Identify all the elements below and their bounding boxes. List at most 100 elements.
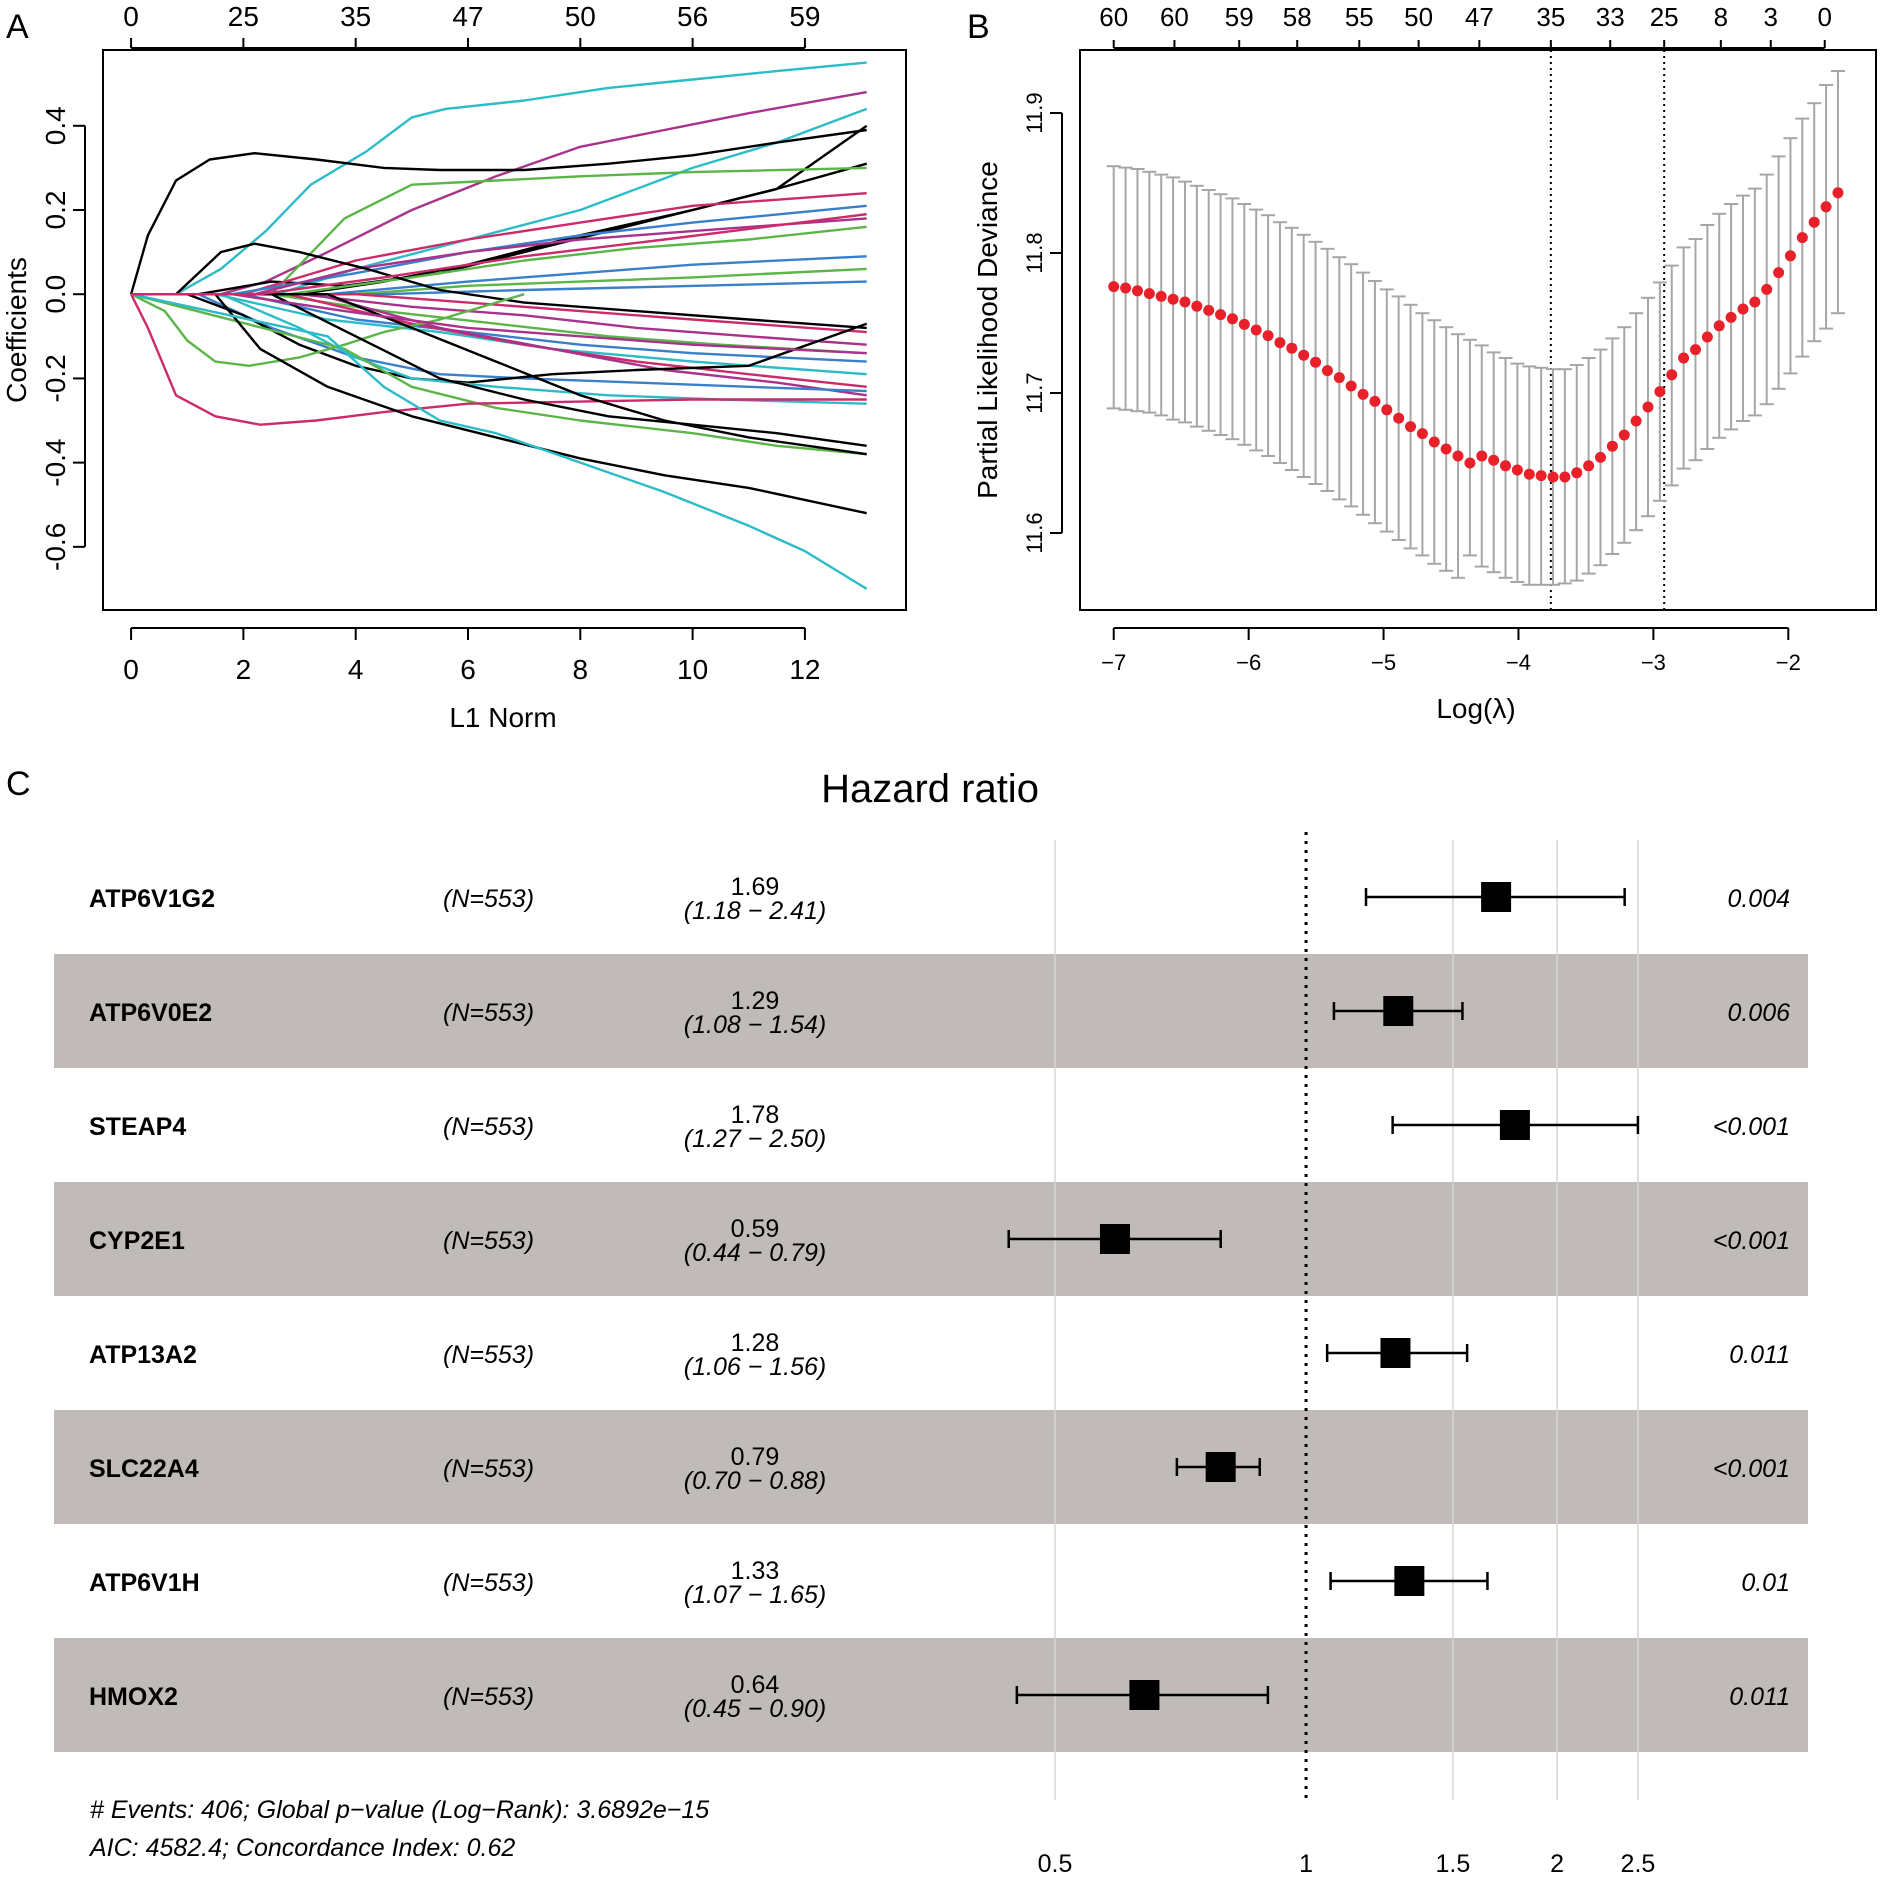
top-tick-label: 8 <box>1714 2 1728 32</box>
deviance-point-8 <box>1191 300 1203 312</box>
panel-c-rows: ATP6V1G2 (N=553) 1.69(1.18 − 2.41) 0.004ATP… <box>89 873 1790 1723</box>
deviance-point-57 <box>1773 267 1785 279</box>
panel-b-ylabel: Partial Likelihood Deviance <box>972 161 1003 499</box>
deviance-point-60 <box>1808 216 1820 228</box>
hr-value-label: 1.69 <box>731 873 780 901</box>
x-tick-label: −6 <box>1236 650 1261 675</box>
ci-label: (1.07 − 1.65) <box>684 1581 826 1609</box>
y-tick-label: -0.2 <box>40 354 71 402</box>
ci-label: (1.06 − 1.56) <box>684 1353 826 1381</box>
deviance-point-5 <box>1155 290 1167 302</box>
coef-path-25 <box>131 293 867 405</box>
gene-label: STEAP4 <box>89 1113 186 1141</box>
x-tick-label: −2 <box>1776 650 1801 675</box>
hr-marker <box>1205 1452 1236 1482</box>
deviance-point-22 <box>1357 388 1369 400</box>
deviance-point-51 <box>1701 331 1713 343</box>
row-stripe <box>54 1410 1808 1524</box>
x-tick-label: 8 <box>573 654 589 685</box>
x-tick-label: 1 <box>1299 1850 1313 1877</box>
y-tick-label: -0.6 <box>40 523 71 571</box>
hr-value-label: 0.79 <box>731 1443 780 1471</box>
hr-value-label: 1.33 <box>731 1557 780 1585</box>
deviance-point-62 <box>1832 187 1844 199</box>
deviance-point-21 <box>1345 380 1357 392</box>
n-label: (N=553) <box>443 1113 534 1141</box>
deviance-point-47 <box>1654 386 1666 398</box>
deviance-point-35 <box>1511 464 1523 476</box>
coef-path-28 <box>130 293 867 426</box>
deviance-point-25 <box>1393 412 1405 424</box>
coef-path-1 <box>131 61 867 296</box>
panel-b-cv-deviance: −7 −6 −5 −4 −3 −2 11.6 11.7 11.8 11.9 60 60 59 58 55… <box>972 2 1877 724</box>
gene-label: CYP2E1 <box>89 1227 185 1255</box>
deviance-point-38 <box>1547 471 1559 483</box>
n-label: (N=553) <box>443 885 534 913</box>
ci-label: (1.18 − 2.41) <box>684 897 826 925</box>
deviance-point-18 <box>1310 356 1322 368</box>
hr-marker <box>1129 1680 1160 1710</box>
gene-label: ATP6V1H <box>89 1569 200 1597</box>
deviance-point-27 <box>1416 428 1428 440</box>
deviance-point-10 <box>1215 309 1227 321</box>
deviance-point-17 <box>1298 349 1310 361</box>
panel-b-errorbars <box>1106 70 1845 586</box>
row-stripe <box>54 954 1808 1068</box>
panel-c-gridlines <box>1054 840 1639 1800</box>
coef-path-6 <box>131 124 868 296</box>
coef-path-29 <box>131 293 867 515</box>
deviance-point-4 <box>1143 288 1155 300</box>
y-tick-label: 0.4 <box>40 106 71 145</box>
panel-c-title: Hazard ratio <box>821 767 1039 811</box>
top-tick-label: 3 <box>1764 2 1778 32</box>
panel-b-points <box>1108 187 1844 483</box>
row-stripe <box>54 1638 1808 1752</box>
deviance-point-43 <box>1606 440 1618 452</box>
top-tick-label: 58 <box>1283 2 1312 32</box>
top-tick-label: 35 <box>340 1 371 32</box>
deviance-point-41 <box>1583 460 1595 472</box>
deviance-point-44 <box>1618 429 1630 441</box>
deviance-point-6 <box>1167 293 1179 305</box>
hr-marker <box>1394 1566 1425 1596</box>
hr-marker <box>1481 882 1512 912</box>
deviance-point-49 <box>1678 352 1690 364</box>
p-value-label: <0.001 <box>1713 1227 1790 1255</box>
panel-a-coefficient-paths: 0 2 4 6 8 10 12 -0.6 -0.4 -0.2 0.0 0.2 0.4 0 25 35 47 5… <box>1 1 907 733</box>
n-label: (N=553) <box>443 1227 534 1255</box>
y-tick-label: 0.0 <box>40 275 71 314</box>
panel-c-x-axis: 0.5 1 1.5 2 2.5 <box>1038 1850 1656 1877</box>
panel-c-forest-plot: Hazard ratio ATP6V1G2 (N=553) 1.69(1.18 − … <box>54 767 1808 1877</box>
deviance-point-14 <box>1262 330 1274 342</box>
hr-marker <box>1499 1110 1530 1140</box>
deviance-point-45 <box>1630 415 1642 427</box>
top-tick-label: 0 <box>1817 2 1831 32</box>
top-tick-label: 56 <box>677 1 708 32</box>
deviance-point-3 <box>1131 285 1143 297</box>
top-tick-label: 0 <box>123 1 139 32</box>
top-tick-label: 60 <box>1160 2 1189 32</box>
ci-label: (0.70 − 0.88) <box>684 1467 826 1495</box>
gene-label: SLC22A4 <box>89 1455 199 1483</box>
deviance-point-15 <box>1274 337 1286 349</box>
top-tick-label: 25 <box>228 1 259 32</box>
deviance-point-28 <box>1428 436 1440 448</box>
top-tick-label: 50 <box>565 1 596 32</box>
deviance-point-26 <box>1405 421 1417 433</box>
deviance-point-55 <box>1749 296 1761 308</box>
coef-path-2 <box>131 90 867 296</box>
top-tick-label: 55 <box>1345 2 1374 32</box>
y-tick-label: 11.7 <box>1022 372 1047 413</box>
ci-label: (1.27 − 2.50) <box>684 1125 826 1153</box>
ci-label: (1.08 − 1.54) <box>684 1011 826 1039</box>
top-tick-label: 59 <box>789 1 820 32</box>
x-tick-label: 1.5 <box>1436 1850 1471 1877</box>
gene-label: HMOX2 <box>89 1683 178 1711</box>
panel-c-row-stripes <box>54 954 1808 1752</box>
p-value-label: <0.001 <box>1713 1113 1790 1141</box>
panel-a-lines <box>129 61 868 590</box>
deviance-point-7 <box>1179 296 1191 308</box>
coef-path-34 <box>131 213 867 296</box>
deviance-point-19 <box>1321 365 1333 377</box>
x-tick-label: 12 <box>789 654 820 685</box>
